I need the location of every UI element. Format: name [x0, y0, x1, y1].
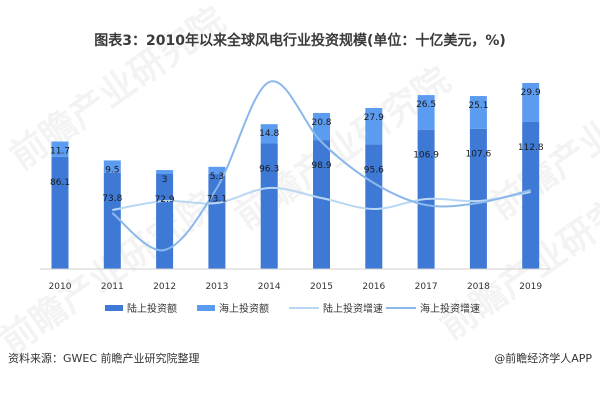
- data-label-offshore: 9.5: [105, 165, 119, 175]
- bars-layer: [51, 82, 540, 269]
- data-label-offshore: 11.7: [50, 147, 70, 157]
- bar-onshore: [365, 144, 383, 269]
- bar-offshore: [156, 170, 174, 174]
- bar-offshore: [469, 96, 487, 129]
- x-tick-label: 2012: [153, 282, 176, 292]
- bar-offshore: [208, 166, 226, 174]
- x-axis: 2010 2011 2012 2013 2014 2015 2016 2017 2018 2019: [40, 268, 550, 292]
- data-label-offshore: 20.8: [311, 118, 331, 128]
- data-label-onshore: 86.1: [50, 178, 70, 188]
- bar-onshore: [156, 173, 174, 269]
- data-label-onshore: 106.9: [413, 151, 439, 161]
- bar-onshore: [313, 140, 330, 269]
- data-label-onshore: 95.6: [364, 165, 384, 175]
- data-label-onshore: 72.9: [155, 195, 175, 205]
- x-tick-label: 2015: [310, 282, 333, 292]
- bar-offshore: [313, 112, 330, 141]
- legend: 陆上投资额 海上投资额 陆上投资增速 海上投资增速: [105, 302, 480, 315]
- x-tick-label: 2014: [258, 282, 281, 292]
- x-tick-label: 2017: [415, 282, 438, 292]
- data-label-offshore: 27.9: [364, 113, 384, 123]
- legend-label: 海上投资额: [219, 302, 269, 315]
- lines-layer: [111, 80, 531, 252]
- data-label-onshore: 73.1: [207, 195, 227, 205]
- line-offshore-growth: [111, 80, 531, 252]
- data-label-offshore: 3: [162, 175, 168, 185]
- data-label-onshore: 73.8: [102, 194, 122, 204]
- bar-offshore: [365, 108, 383, 145]
- brand-credit: @前瞻经济学人APP: [494, 352, 592, 365]
- bar-onshore: [522, 121, 540, 269]
- line-onshore-growth: [112, 186, 531, 211]
- data-labels-layer: 86.1 11.7 73.8 9.5 72.9 3 73.1 5.3 96.3 14.8 98.9 2…: [50, 88, 544, 205]
- source-note: 资料来源：GWEC 前瞻产业研究院整理: [8, 352, 200, 365]
- bar-onshore: [51, 156, 69, 269]
- data-label-offshore: 26.5: [416, 100, 436, 110]
- x-tick-label: 2019: [519, 282, 542, 292]
- bar-offshore: [417, 95, 435, 130]
- bar-onshore: [103, 172, 121, 269]
- x-tick-label: 2010: [49, 282, 72, 292]
- legend-label: 陆上投资增速: [323, 302, 383, 315]
- bar-offshore: [103, 160, 121, 173]
- legend-label: 陆上投资额: [127, 302, 177, 315]
- bar-onshore: [469, 128, 487, 269]
- data-label-offshore: 25.1: [468, 101, 488, 111]
- data-label-onshore: 112.8: [518, 143, 544, 153]
- legend-label: 海上投资增速: [420, 302, 480, 315]
- bar-onshore: [260, 143, 278, 269]
- x-tick-label: 2013: [205, 282, 228, 292]
- data-label-onshore: 107.6: [466, 150, 492, 160]
- data-label-offshore: 14.8: [259, 129, 279, 139]
- data-label-offshore: 29.9: [521, 88, 541, 98]
- data-label-offshore: 5.3: [210, 172, 224, 182]
- x-tick-label: 2018: [467, 282, 490, 292]
- bar-offshore: [522, 82, 540, 122]
- legend-swatch: [105, 305, 123, 311]
- x-tick-label: 2016: [362, 282, 385, 292]
- bar-onshore: [208, 173, 226, 269]
- data-label-onshore: 98.9: [311, 161, 331, 171]
- bar-offshore: [260, 124, 278, 144]
- legend-swatch: [197, 305, 215, 311]
- data-label-onshore: 96.3: [259, 164, 279, 174]
- bar-offshore: [51, 141, 69, 157]
- x-tick-label: 2011: [101, 282, 124, 292]
- chart-title: 图表3：2010年以来全球风电行业投资规模(单位：十亿美元，%): [94, 33, 506, 49]
